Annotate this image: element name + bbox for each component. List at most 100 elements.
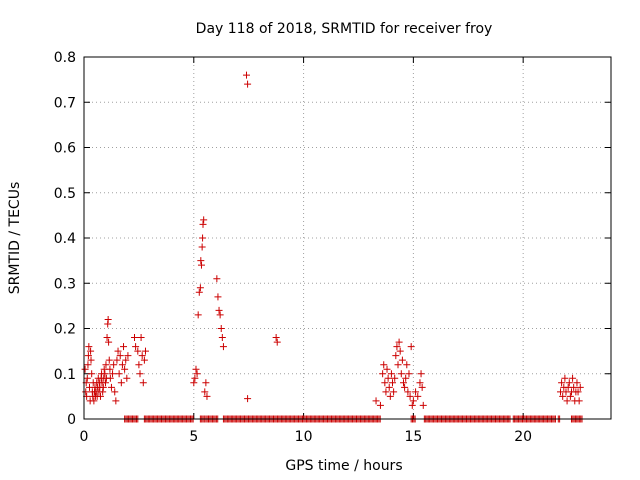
data-point: [376, 401, 384, 409]
data-point: [395, 338, 403, 346]
data-point: [99, 383, 107, 391]
data-point: [402, 374, 410, 382]
data-point: [242, 71, 250, 79]
data-point: [99, 388, 107, 396]
data-point: [194, 311, 202, 319]
data-point: [85, 343, 93, 351]
plot-frame: [83, 56, 612, 420]
x-tick-label: 20: [514, 429, 532, 445]
data-point: [394, 361, 402, 369]
x-axis-label: GPS time / hours: [285, 458, 402, 474]
y-axis-label: SRMTID / TECUs: [7, 182, 23, 295]
data-point: [113, 356, 121, 364]
data-point: [203, 392, 211, 400]
data-point: [381, 379, 389, 387]
data-point: [576, 383, 584, 391]
data-point: [384, 374, 392, 382]
data-point: [563, 397, 571, 405]
data-point: [195, 288, 203, 296]
data-point: [114, 347, 122, 355]
data-point: [570, 383, 578, 391]
data-point: [559, 392, 567, 400]
data-point: [196, 284, 204, 292]
data-point: [105, 356, 113, 364]
data-point: [137, 334, 145, 342]
y-tick-label: 0.6: [54, 141, 76, 157]
data-point: [397, 370, 405, 378]
data-point: [87, 356, 95, 364]
data-point: [96, 392, 104, 400]
data-point: [132, 343, 140, 351]
data-point: [217, 325, 225, 332]
data-point: [135, 361, 143, 369]
data-point: [121, 365, 129, 373]
data-point: [565, 379, 573, 387]
data-point: [201, 388, 209, 396]
data-point: [83, 374, 91, 382]
data-point: [199, 220, 207, 228]
data-point: [193, 370, 201, 378]
data-point: [122, 356, 130, 364]
data-point: [218, 334, 226, 342]
data-point: [390, 388, 398, 396]
data-point: [124, 352, 132, 360]
data-point: [109, 370, 117, 378]
y-tick-label: 0.3: [54, 276, 76, 292]
data-point: [380, 361, 388, 369]
y-tick-label: 0: [67, 412, 76, 428]
data-point: [198, 243, 206, 251]
data-point: [197, 257, 205, 265]
data-point: [106, 374, 114, 382]
data-point: [393, 343, 401, 351]
data-point: [406, 392, 414, 400]
data-point: [81, 365, 89, 373]
data-point: [111, 388, 119, 396]
data-point: [573, 379, 581, 387]
y-tick-label: 0.4: [54, 231, 76, 247]
data-point: [112, 397, 120, 405]
data-point: [197, 261, 205, 269]
data-point: [385, 383, 393, 391]
x-tick-label: 10: [295, 429, 313, 445]
axis-ticks: 0 0.1 0.2 0.3 0.4 0.5 0.6 0.7 0.8 0 5 10 15 20: [54, 50, 611, 445]
data-point: [379, 370, 387, 378]
data-point: [407, 343, 415, 351]
data-point: [192, 365, 200, 373]
data-point: [404, 388, 412, 396]
data-point: [202, 379, 210, 387]
data-point: [575, 397, 583, 405]
data-point: [214, 293, 222, 301]
data-point: [134, 347, 142, 355]
data-point: [244, 395, 252, 403]
data-point: [191, 374, 199, 382]
data-point: [102, 361, 110, 369]
data-point: [102, 379, 110, 387]
y-tick-label: 0.5: [54, 186, 76, 202]
data-point: [107, 383, 115, 391]
y-tick-label: 0.1: [54, 367, 76, 383]
data-point: [103, 334, 111, 342]
data-point: [200, 216, 208, 224]
data-point: [87, 347, 95, 355]
data-point: [136, 370, 144, 378]
data-point: [90, 397, 98, 405]
x-tick-label: 5: [189, 429, 198, 445]
data-point: [399, 379, 407, 387]
data-point: [409, 397, 417, 405]
data-point: [141, 347, 149, 355]
data-point: [558, 379, 566, 387]
data-point: [123, 374, 131, 382]
data-point: [110, 361, 118, 369]
data-point: [389, 379, 397, 387]
data-point: [401, 383, 409, 391]
data-point: [116, 352, 124, 360]
data-point: [216, 311, 224, 319]
data-point: [391, 374, 399, 382]
data-point: [405, 370, 413, 378]
data-point: [213, 275, 221, 283]
data-point: [386, 392, 394, 400]
data-point: [561, 374, 569, 382]
data-point: [244, 80, 252, 88]
data-point: [120, 343, 128, 351]
